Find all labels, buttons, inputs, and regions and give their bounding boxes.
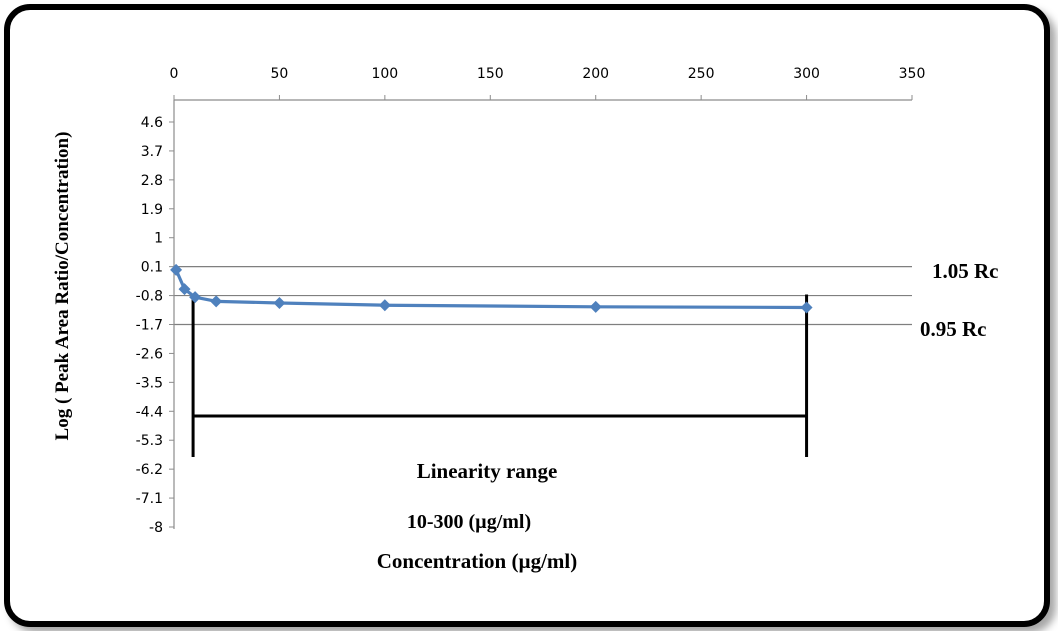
y-tick-label: -1.7 (136, 318, 163, 334)
x-tick-label: 300 (793, 66, 820, 82)
y-tick-label: -5.3 (136, 433, 163, 449)
x-axis-label: Concentration (µg/ml) (377, 549, 577, 573)
y-tick-label: 2.8 (141, 173, 163, 189)
y-tick-label: -7.1 (136, 491, 163, 507)
data-point (189, 291, 202, 304)
ref-line-upper-label: 1.05 Rc (932, 259, 999, 283)
linearity-range-value: 10-300 (µg/ml) (407, 511, 531, 533)
y-tick-label: -6.2 (136, 462, 163, 478)
x-tick-label: 250 (688, 66, 715, 82)
data-point (589, 300, 602, 313)
x-tick-label: 350 (899, 66, 926, 82)
x-tick-label: 150 (477, 66, 504, 82)
y-tick-label: -2.6 (136, 346, 163, 362)
linearity-bracket (191, 294, 809, 457)
y-tick-label: 0.1 (141, 260, 163, 276)
data-point (170, 263, 183, 276)
data-point (800, 301, 813, 314)
reference-lines (174, 266, 912, 326)
y-tick-label: 1 (154, 231, 163, 247)
y-tick-label: 3.7 (141, 144, 163, 160)
ref-line-lower-label: 0.95 Rc (920, 317, 987, 341)
x-tick-label: 0 (170, 66, 179, 82)
y-tick-label: -8 (149, 520, 163, 536)
data-point (378, 299, 391, 312)
x-tick-labels: 0 50 100 150 200 250 300 350 (170, 66, 926, 100)
y-tick-label: 4.6 (141, 115, 163, 131)
y-tick-labels: 4.6 3.7 2.8 1.9 1 0.1 -0.8 -1.7 -2.6 -3.5 -4.4 -5.3… (136, 115, 174, 536)
x-tick-label: 100 (371, 66, 398, 82)
x-tick-label: 50 (271, 66, 289, 82)
series-group (170, 263, 813, 314)
axes (173, 99, 912, 529)
data-point (273, 296, 286, 309)
y-tick-label: 1.9 (141, 202, 163, 218)
y-tick-label: -4.4 (136, 404, 163, 420)
series-line (174, 269, 807, 310)
x-tick-label: 200 (582, 66, 609, 82)
chart-labels: 1.05 Rc 0.95 Rc Linearity range 10-300 (… (52, 132, 999, 573)
linearity-range-label: Linearity range (417, 459, 558, 483)
data-point (210, 295, 223, 308)
y-tick-label: -3.5 (136, 375, 163, 391)
data-point (178, 283, 191, 296)
chart-frame (4, 4, 1050, 627)
y-tick-label: -0.8 (136, 289, 163, 305)
y-axis-label: Log ( Peak Area Ratio/Concentration) (52, 132, 73, 441)
